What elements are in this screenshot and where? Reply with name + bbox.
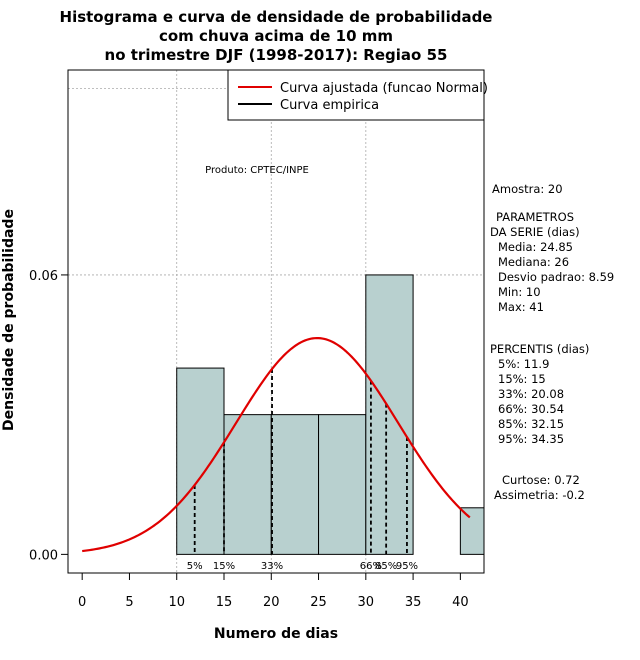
y-tick-label-0: 0.00 <box>29 548 58 563</box>
x-tick-label-0: 0 <box>78 595 86 610</box>
chart-title-line-1: Histograma e curva de densidade de proba… <box>60 8 493 26</box>
chart-title-line-3: no trimestre DJF (1998-2017): Regiao 55 <box>105 46 448 64</box>
percentile-label-15%: 15% <box>213 561 235 572</box>
stat-assimetria: Assimetria: -0.2 <box>494 488 585 502</box>
legend-box <box>227 69 485 121</box>
x-tick-label-5: 5 <box>125 595 133 610</box>
product-annotation: Produto: CPTEC/INPE <box>205 165 309 176</box>
stat-mediana: Mediana: 26 <box>498 255 569 269</box>
y-tick-label-1: 0.06 <box>29 269 58 284</box>
legend-label-empirical: Curva empirica <box>280 98 379 113</box>
stat-curtose: Curtose: 0.72 <box>502 473 580 487</box>
histogram-bar-3 <box>318 414 367 555</box>
chart-title-line-2: com chuva acima de 10 mm <box>159 27 393 45</box>
stat-p33: 33%: 20.08 <box>498 387 564 401</box>
stat-p15: 15%: 15 <box>498 372 546 386</box>
stat-params-title-1: PARAMETROS <box>496 210 574 224</box>
stat-p95: 95%: 34.35 <box>498 432 564 446</box>
percentile-lines: 5% 15% 33% 66%85%95% <box>187 368 418 572</box>
stat-p5: 5%: 11.9 <box>498 357 549 371</box>
x-tick-label-25: 25 <box>310 595 327 610</box>
histogram-bars <box>176 274 485 555</box>
histogram-bar-0 <box>176 367 225 555</box>
histogram-bar-1 <box>223 414 272 555</box>
x-axis-label: Numero de dias <box>214 626 338 642</box>
x-tick-label-20: 20 <box>263 595 280 610</box>
percentile-label-5%: 5% <box>187 561 203 572</box>
y-axis-label: Densidade de probabilidade <box>1 209 17 431</box>
stat-desvio: Desvio padrao: 8.59 <box>498 270 614 284</box>
stats-panel: Amostra: 20 PARAMETROS DA SERIE (dias) M… <box>490 182 614 502</box>
x-tick-label-30: 30 <box>358 595 375 610</box>
stat-p85: 85%: 32.15 <box>498 417 564 431</box>
stat-params-title-2: DA SERIE (dias) <box>490 225 580 239</box>
normal-curve <box>82 336 471 553</box>
x-axis: 0 5 10 15 20 25 30 35 40 <box>78 572 469 610</box>
stat-p66: 66%: 30.54 <box>498 402 564 416</box>
percentile-label-66%: 66% <box>360 561 382 572</box>
stat-max: Max: 41 <box>498 300 544 314</box>
stat-percentis-title: PERCENTIS (dias) <box>490 342 589 356</box>
x-tick-label-40: 40 <box>452 595 469 610</box>
stat-min: Min: 10 <box>498 285 541 299</box>
histogram-bar-6 <box>459 507 485 555</box>
legend-label-normal: Curva ajustada (funcao Normal) <box>280 81 488 96</box>
histogram-bar-4 <box>365 274 414 555</box>
legend: Curva ajustada (funcao Normal) Curva emp… <box>227 69 488 121</box>
percentile-label-33%: 33% <box>261 561 283 572</box>
percentile-label-95%: 95% <box>396 561 418 572</box>
histogram-bar-2 <box>270 414 320 555</box>
x-tick-label-10: 10 <box>168 595 185 610</box>
x-tick-label-15: 15 <box>216 595 233 610</box>
stat-amostra: Amostra: 20 <box>492 182 563 196</box>
x-tick-label-35: 35 <box>405 595 422 610</box>
stat-media: Media: 24.85 <box>498 240 573 254</box>
percentile-label-85%: 85% <box>375 561 397 572</box>
y-axis: 0.00 0.06 <box>29 269 69 563</box>
